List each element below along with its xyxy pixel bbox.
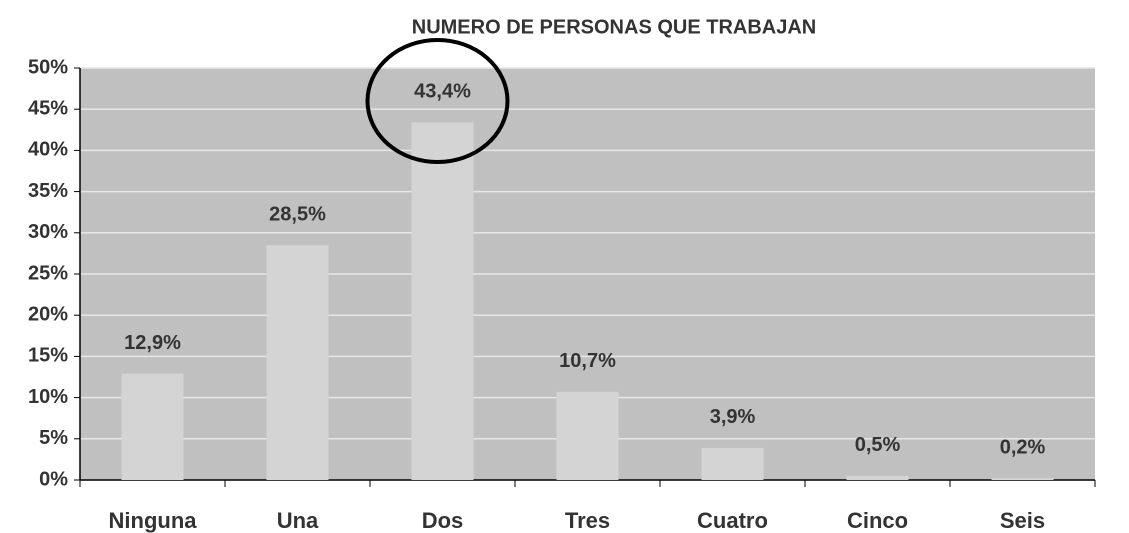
x-tick-label: Cuatro [697, 508, 768, 533]
x-tick-label: Cinco [847, 508, 908, 533]
x-tick-label: Tres [565, 508, 610, 533]
bar [266, 245, 329, 480]
data-label: 10,7% [559, 350, 616, 372]
y-tick-label: 25% [28, 262, 68, 284]
data-label: 43,4% [414, 81, 471, 103]
y-tick-label: 45% [28, 97, 68, 119]
y-tick-label: 50% [28, 56, 68, 78]
x-tick-label: Dos [422, 508, 464, 533]
x-tick-label: Una [277, 508, 319, 533]
y-tick-label: 20% [28, 303, 68, 325]
y-tick-label: 15% [28, 345, 68, 367]
data-label: 0,5% [855, 434, 901, 456]
data-label: 12,9% [124, 332, 181, 354]
y-tick-label: 30% [28, 221, 68, 243]
chart-title: NUMERO DE PERSONAS QUE TRABAJAN [412, 16, 816, 38]
x-tick-label: Seis [1000, 508, 1045, 533]
bar [846, 475, 909, 480]
bar [411, 122, 474, 480]
x-tick-label: Ninguna [109, 508, 198, 533]
data-label: 0,2% [1000, 437, 1046, 459]
y-tick-label: 5% [39, 427, 68, 449]
highlight-circle [365, 38, 510, 164]
y-tick-label: 10% [28, 386, 68, 408]
bar [556, 391, 619, 480]
bar [121, 373, 184, 480]
y-tick-label: 0% [39, 468, 68, 490]
bar [701, 447, 764, 480]
bar [991, 478, 1054, 480]
y-tick-label: 40% [28, 139, 68, 161]
data-label: 3,9% [710, 406, 756, 428]
data-label: 28,5% [269, 203, 326, 225]
y-tick-label: 35% [28, 180, 68, 202]
